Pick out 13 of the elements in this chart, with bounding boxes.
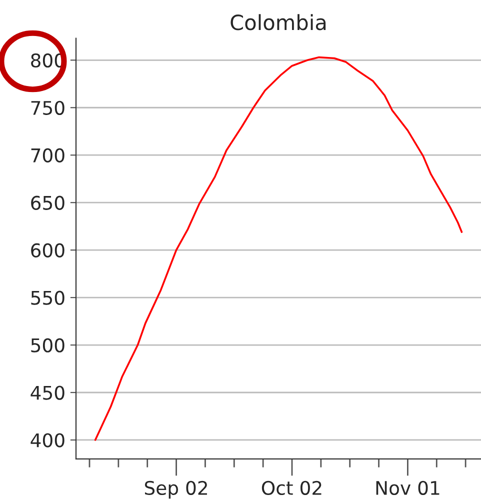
y-tick-label: 400 [30,433,64,448]
x-tick-label: Oct 02 [262,480,322,496]
line-series [94,56,463,441]
chart-title: Colombia [230,14,326,30]
x-tick-label: Nov 01 [376,480,440,496]
y-tick-label: 500 [31,338,64,352]
y-tick-label: 550 [31,290,64,305]
y-tick-label: 600 [31,243,64,258]
y-tick-label: 450 [30,386,64,400]
x-tick-label: Sep 02 [144,480,207,499]
y-tick-label: 750 [31,100,64,116]
y-tick-label: 650 [31,196,64,210]
y-tick-label: 700 [31,148,64,162]
